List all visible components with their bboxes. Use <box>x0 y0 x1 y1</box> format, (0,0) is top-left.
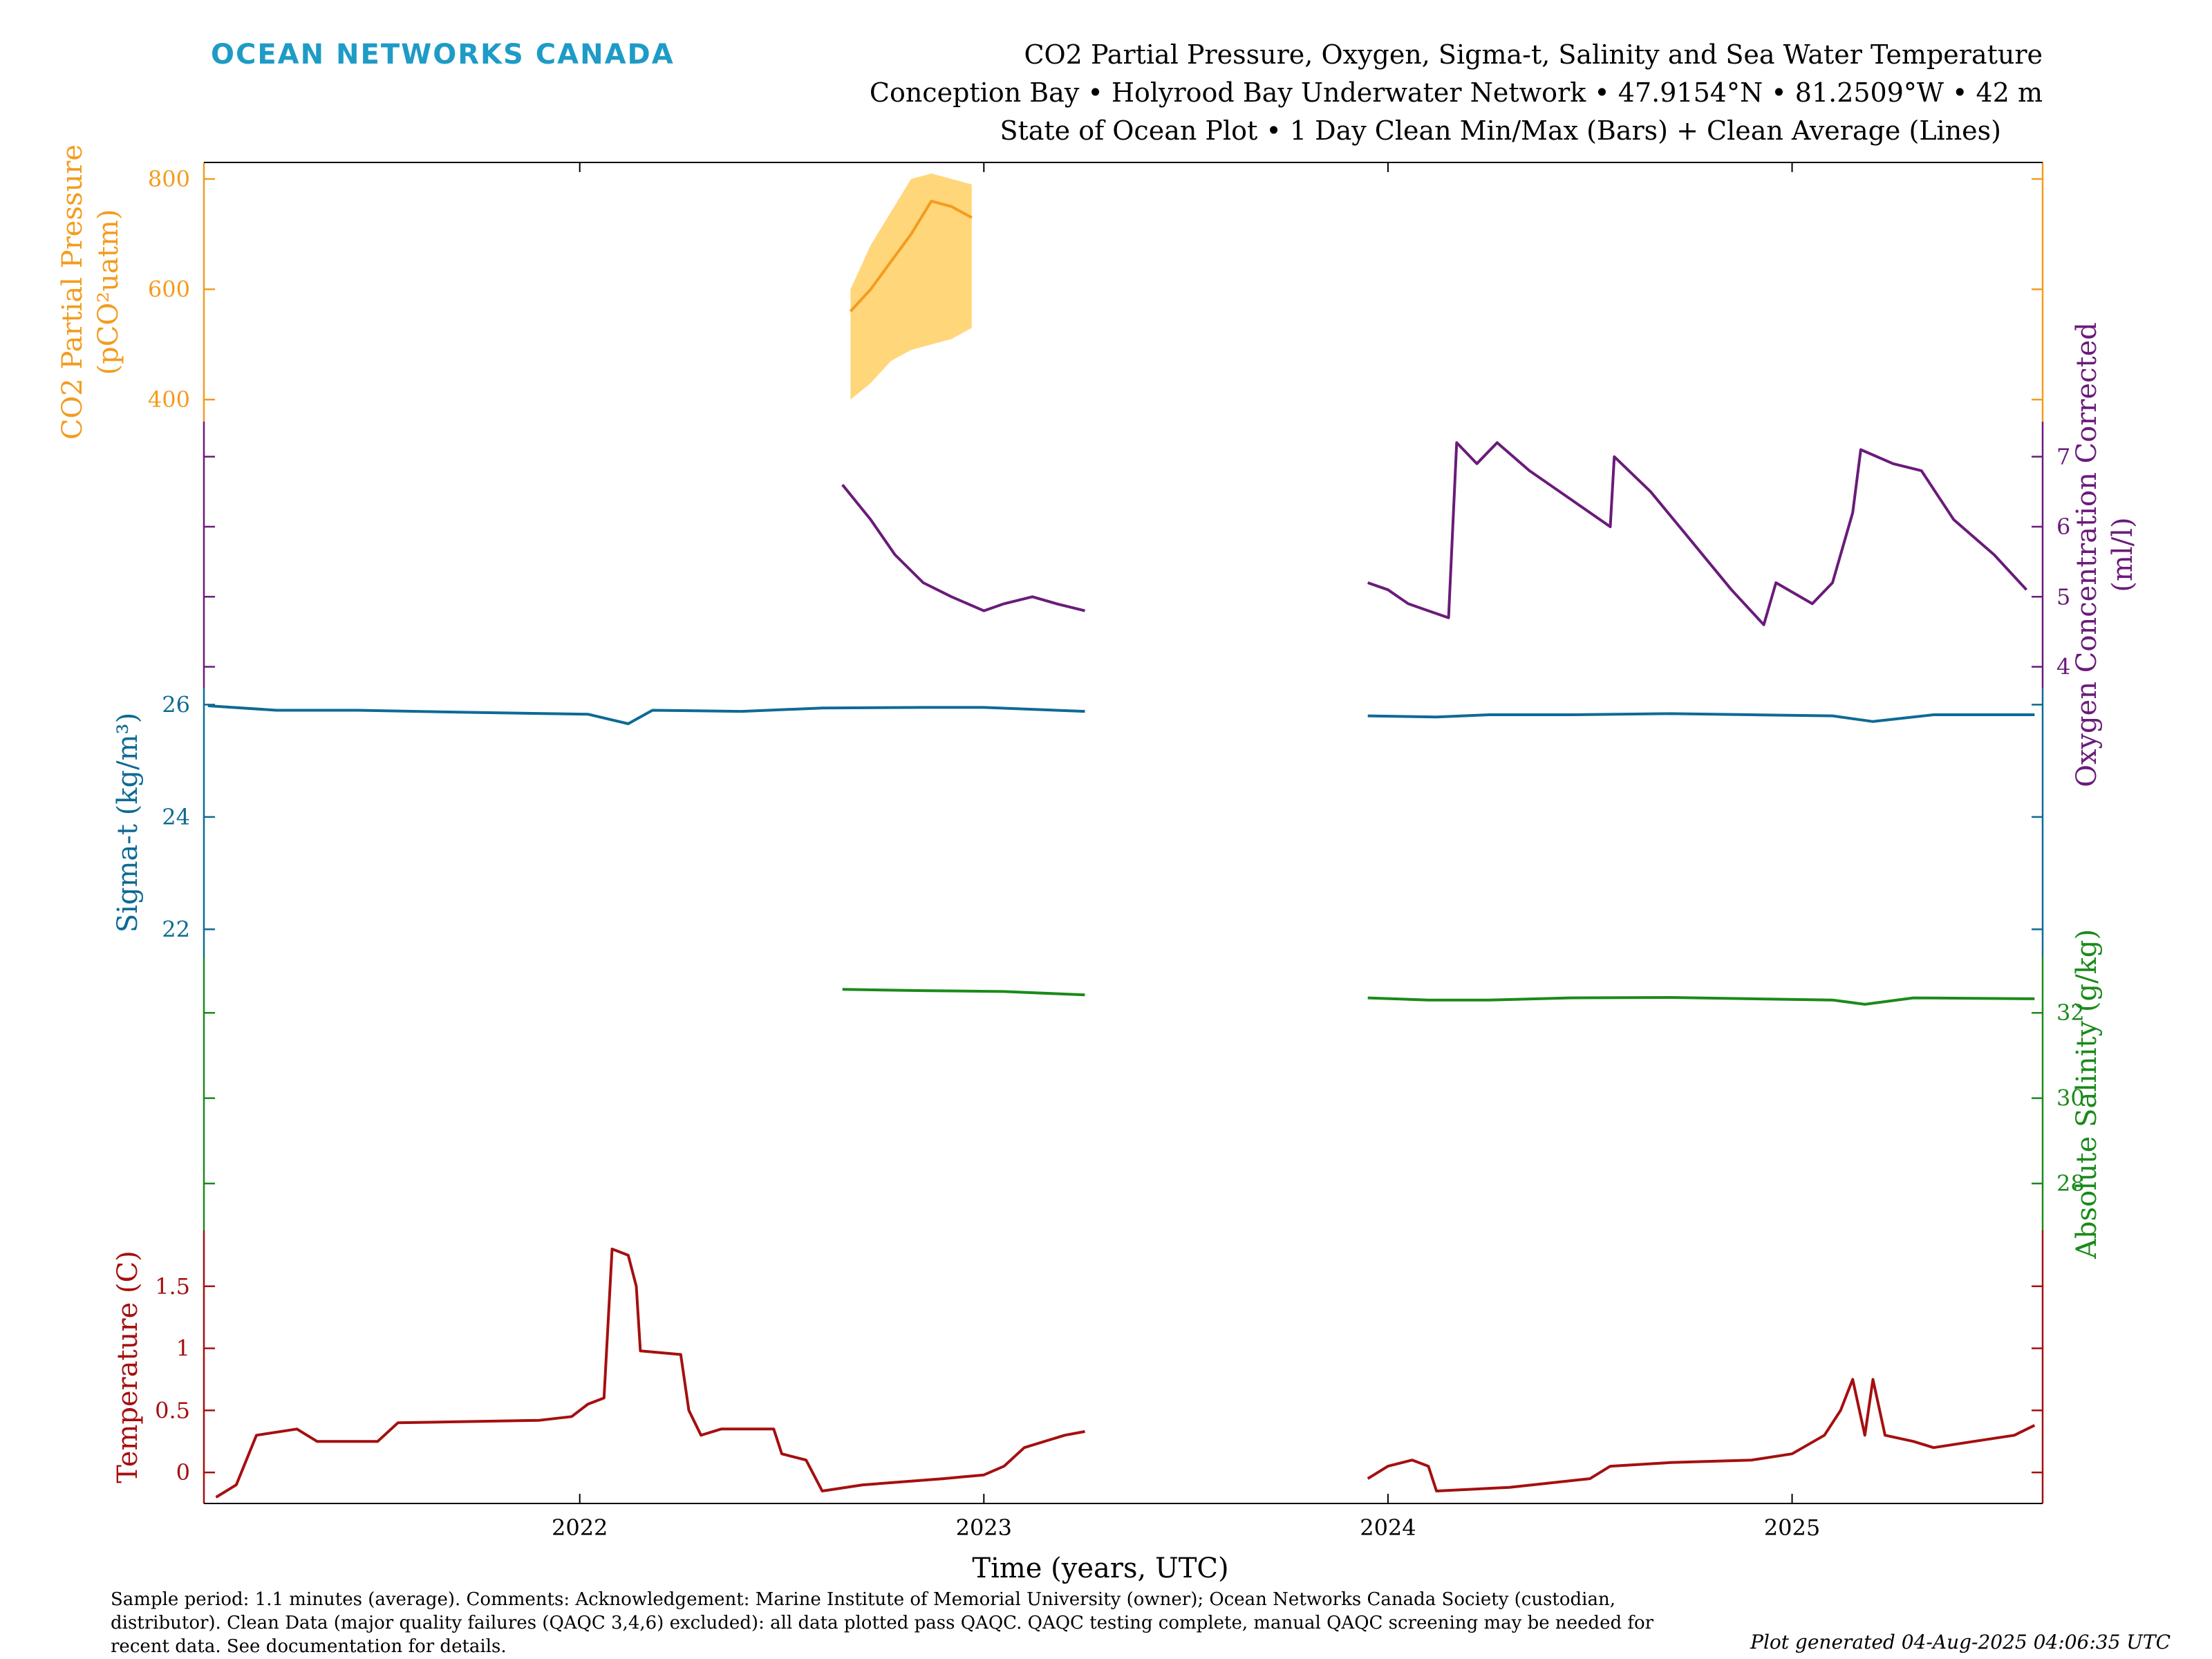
x-tick-label: 2023 <box>956 1515 1012 1541</box>
sigma-y-tick-label: 24 <box>162 804 190 830</box>
temperature-y-tick-label: 0 <box>176 1459 190 1485</box>
sigma-average-line-1 <box>207 704 1085 725</box>
x-tick-label: 2022 <box>552 1515 608 1541</box>
panel-oxygen: 4 5 6 7 Oxygen Concentration Corrected (ml/l) <box>203 322 2139 787</box>
x-axis-label: Time (years, UTC) <box>972 1553 1228 1584</box>
co2-y-label-2: (pCO²uatm) <box>93 209 124 375</box>
title-line-1: CO2 Partial Pressure, Oxygen, Sigma-t, S… <box>1024 39 2043 70</box>
temperature-y-tick-label: 1 <box>176 1335 190 1362</box>
salinity-y-label-1: Absolute Salinity (g/kg) <box>2071 929 2103 1259</box>
sigma-y-tick-label: 22 <box>162 916 190 942</box>
co2-y-label-1: CO2 Partial Pressure <box>57 144 88 440</box>
axes: 2022 2023 2024 2025 <box>204 162 2043 1541</box>
temperature-y-tick-label: 1.5 <box>155 1273 190 1300</box>
temperature-average-line-2 <box>1367 1378 2036 1492</box>
oxygen-average-line-2 <box>1367 441 2028 626</box>
sigma-y-tick-label: 26 <box>162 691 190 718</box>
oxygen-average-line-1 <box>841 483 1085 612</box>
oxygen-y-label-2: (ml/l) <box>2107 517 2139 592</box>
plot-generated: Plot generated 04-Aug-2025 04:06:35 UTC <box>1750 1631 2171 1653</box>
panel-co2: 400 600 800 CO2 Partial Pressure (pCO²uatm) <box>57 144 2044 440</box>
salinity-average-line-1 <box>842 988 1085 997</box>
salinity-y-tick-label: 32 <box>2056 1000 2085 1026</box>
co2-y-tick-label: 600 <box>148 276 190 303</box>
oxygen-y-tick-label: 5 <box>2056 583 2070 610</box>
co2-y-tick-label: 800 <box>148 166 190 192</box>
panel-sigma: 22 24 26 Sigma-t (kg/m³) <box>112 688 2044 957</box>
oxygen-y-tick-label: 4 <box>2056 654 2070 680</box>
oxygen-y-tick-label: 6 <box>2056 514 2070 540</box>
panel-temperature: 0 0.5 1 1.5 Temperature (C) <box>112 1230 2044 1503</box>
salinity-y-tick-label: 30 <box>2056 1085 2085 1112</box>
temperature-y-label-1: Temperature (C) <box>112 1250 144 1483</box>
co2-minmax-band-1 <box>850 173 972 400</box>
salinity-average-line-2 <box>1367 996 2035 1006</box>
salinity-y-tick-label: 28 <box>2056 1170 2085 1197</box>
co2-average-line-1 <box>849 199 973 312</box>
sigma-y-label-1: Sigma-t (kg/m³) <box>112 713 144 932</box>
title-line-3: State of Ocean Plot • 1 Day Clean Min/Ma… <box>1000 115 2001 146</box>
sigma-average-line-2 <box>1367 712 2035 723</box>
co2-y-tick-label: 400 <box>148 386 190 413</box>
oxygen-y-label-1: Oxygen Concentration Corrected <box>2071 322 2103 787</box>
footer-line-3: recent data. See documentation for detai… <box>111 1636 507 1657</box>
footer-line-2: distributor). Clean Data (major quality … <box>111 1613 1654 1633</box>
x-tick-label: 2025 <box>1764 1515 1820 1541</box>
footer-line-1: Sample period: 1.1 minutes (average). Co… <box>111 1589 1615 1610</box>
title-line-2: Conception Bay • Holyrood Bay Underwater… <box>870 77 2043 108</box>
brand-logo: OCEAN NETWORKS CANADA <box>211 39 675 71</box>
temperature-average-line-1 <box>215 1247 1085 1499</box>
oxygen-y-tick-label: 7 <box>2056 444 2070 470</box>
temperature-y-tick-label: 0.5 <box>155 1397 190 1423</box>
x-tick-label: 2024 <box>1360 1515 1416 1541</box>
